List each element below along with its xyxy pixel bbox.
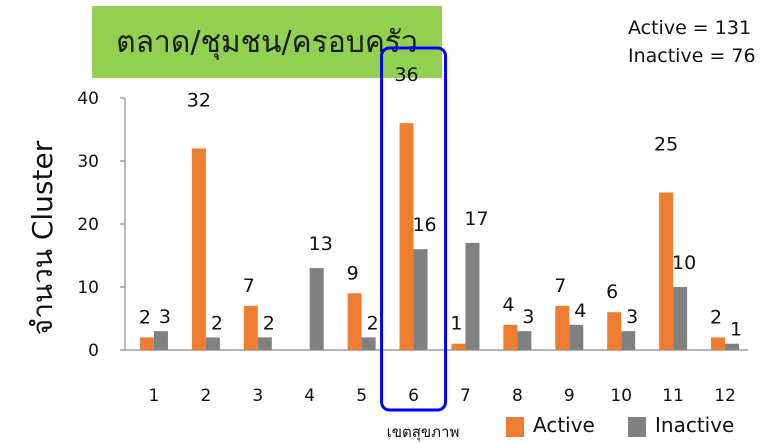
chart-title: ตลาด/ชุมชน/ครอบครัว: [92, 6, 442, 78]
bar-inactive-7: [465, 242, 480, 350]
bar-active-12: [711, 337, 726, 350]
data-label-inactive-7: 17: [464, 208, 488, 230]
data-label-active-10: 6: [606, 281, 618, 303]
data-label-inactive-11: 10: [672, 252, 696, 274]
data-label-active-6: 36: [394, 64, 418, 86]
x-tick-label: 5: [356, 386, 367, 406]
data-label-active-8: 4: [502, 294, 514, 316]
bar-inactive-8: [517, 331, 532, 350]
active-total: Active = 131: [628, 17, 752, 39]
y-tick-label: 30: [77, 152, 99, 172]
bar-active-2: [191, 148, 206, 350]
legend-swatch-active: [506, 417, 524, 437]
bar-active-10: [607, 312, 622, 350]
x-tick-label: 4: [304, 386, 315, 406]
y-tick-label: 20: [77, 215, 99, 235]
bar-active-1: [139, 337, 154, 350]
bar-inactive-2: [205, 337, 220, 350]
x-tick-label: 11: [662, 386, 684, 406]
data-label-active-7: 1: [450, 313, 462, 335]
data-label-inactive-12: 1: [730, 319, 742, 341]
bar-inactive-5: [361, 337, 376, 350]
data-label-inactive-4: 13: [309, 233, 333, 255]
bar-inactive-11: [673, 287, 688, 350]
bar-active-5: [347, 293, 362, 350]
data-label-inactive-6: 16: [412, 214, 436, 236]
x-tick-label: 6: [408, 386, 419, 406]
x-tick-label: 10: [610, 386, 632, 406]
x-axis-title: เขตสุขภาพ: [387, 423, 460, 442]
data-label-inactive-10: 3: [626, 306, 638, 328]
bar-inactive-10: [621, 331, 636, 350]
y-tick-label: 10: [77, 278, 99, 298]
bar-inactive-9: [569, 324, 584, 350]
bar-active-11: [659, 192, 674, 350]
bar-active-6: [399, 123, 414, 350]
data-label-active-11: 25: [654, 134, 678, 156]
data-label-active-9: 7: [554, 275, 566, 297]
x-tick-label: 8: [512, 386, 523, 406]
legend-label-active: Active: [533, 413, 595, 437]
summary-box: Active = 131 Inactive = 76: [628, 14, 756, 70]
x-tick-label: 9: [564, 386, 575, 406]
x-tick-label: 7: [460, 386, 471, 406]
bar-active-7: [451, 343, 466, 350]
chart-title-text: ตลาด/ชุมชน/ครอบครัว: [116, 24, 418, 60]
legend-label-inactive: Inactive: [655, 413, 734, 437]
data-label-inactive-2: 2: [211, 312, 223, 334]
data-label-inactive-5: 2: [367, 312, 379, 334]
y-axis-title: จำนวน Cluster: [26, 140, 59, 335]
bar-active-9: [555, 305, 570, 350]
bar-active-8: [503, 324, 518, 350]
data-label-active-5: 9: [347, 262, 359, 284]
legend-swatch-inactive: [628, 417, 646, 437]
bar-active-3: [243, 305, 258, 350]
x-tick-label: 1: [149, 386, 160, 406]
data-label-active-1: 2: [139, 306, 151, 328]
y-tick-label: 0: [88, 341, 99, 361]
bar-inactive-6: [413, 249, 428, 350]
x-tick-label: 3: [252, 386, 263, 406]
data-label-active-2: 32: [187, 89, 211, 111]
bar-inactive-3: [257, 337, 272, 350]
inactive-total: Inactive = 76: [628, 45, 756, 67]
bar-inactive-1: [153, 331, 168, 350]
data-label-inactive-3: 2: [263, 312, 275, 334]
highlight-box: [380, 46, 448, 412]
data-label-active-12: 2: [710, 306, 722, 328]
y-tick-label: 40: [77, 89, 99, 109]
x-tick-label: 12: [714, 386, 736, 406]
data-label-active-3: 7: [243, 275, 255, 297]
x-tick-label: 2: [200, 386, 211, 406]
bar-inactive-12: [725, 343, 740, 350]
data-label-inactive-9: 4: [574, 300, 586, 322]
data-label-inactive-1: 3: [159, 306, 171, 328]
data-label-inactive-8: 3: [522, 306, 534, 328]
bar-inactive-4: [309, 268, 324, 350]
